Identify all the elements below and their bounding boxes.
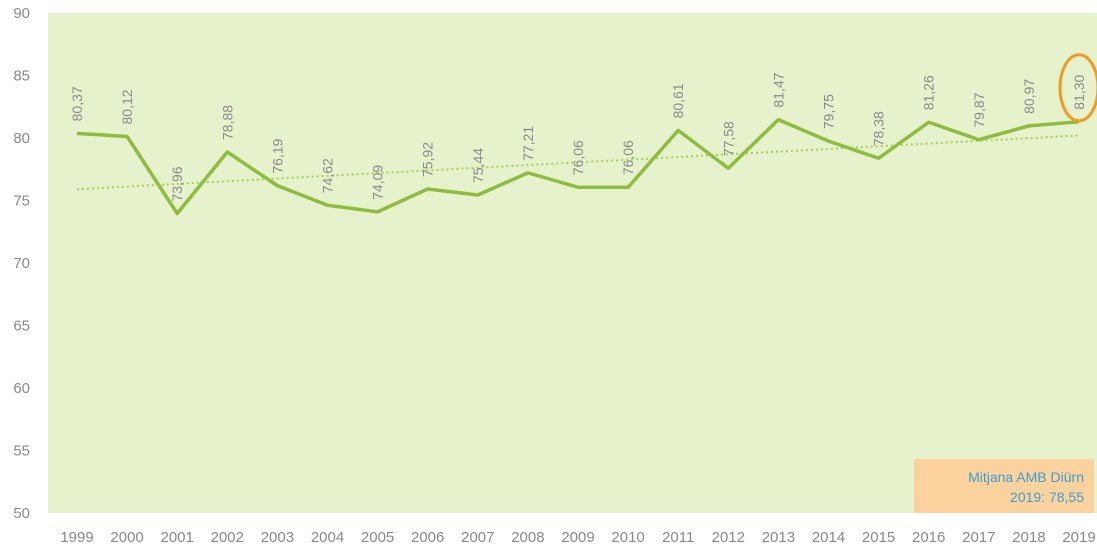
- y-tick-label: 55: [13, 443, 30, 460]
- data-label: 77,21: [520, 126, 536, 161]
- data-label: 78,38: [871, 111, 887, 146]
- data-label: 76,06: [570, 140, 586, 175]
- y-tick-label: 85: [13, 68, 30, 85]
- trendline: [76, 134, 1080, 191]
- y-tick-label: 90: [13, 5, 30, 22]
- x-tick-label: 2017: [962, 529, 995, 546]
- data-label: 80,61: [670, 83, 686, 118]
- y-axis: 50 55 60 65 70 75 80 85 90: [13, 5, 30, 522]
- data-label: 78,88: [219, 105, 235, 140]
- data-label: 79,87: [971, 92, 987, 127]
- x-tick-label: 2002: [211, 529, 244, 546]
- x-tick-label: 2018: [1012, 529, 1045, 546]
- data-label: 73,96: [169, 166, 185, 201]
- data-label: 80,97: [1021, 79, 1037, 114]
- x-tick-label: 1999: [60, 529, 93, 546]
- x-tick-label: 2004: [311, 529, 344, 546]
- data-label: 75,44: [470, 148, 486, 183]
- x-axis: 1999 2000 2001 2002 2003 2004 2005 2006 2007 2008…: [60, 529, 1095, 546]
- data-label: 76,06: [620, 140, 636, 175]
- data-label: 80,37: [69, 86, 85, 121]
- x-tick-label: 2019: [1062, 529, 1095, 546]
- y-tick-label: 80: [13, 130, 30, 147]
- x-tick-label: 2012: [712, 529, 745, 546]
- x-tick-label: 2006: [411, 529, 444, 546]
- x-tick-label: 2007: [461, 529, 494, 546]
- x-tick-label: 2005: [361, 529, 394, 546]
- data-label: 76,19: [269, 138, 285, 173]
- y-tick-label: 60: [13, 380, 30, 397]
- annotation-box: Mitjana AMB Diürn 2019: 78,55: [914, 459, 1094, 513]
- x-tick-label: 2011: [662, 529, 694, 546]
- data-label: 81,30: [1071, 75, 1087, 110]
- data-label: 74,62: [320, 158, 336, 193]
- data-label: 81,26: [921, 75, 937, 110]
- x-tick-label: 2009: [561, 529, 594, 546]
- data-label: 77,58: [720, 121, 736, 156]
- x-tick-label: 2010: [611, 529, 644, 546]
- y-tick-label: 50: [13, 505, 30, 522]
- data-label: 79,75: [821, 94, 837, 129]
- annotation-line-2: 2019: 78,55: [1010, 489, 1084, 505]
- y-tick-label: 65: [13, 318, 30, 335]
- x-tick-label: 2008: [511, 529, 544, 546]
- x-tick-label: 2001: [161, 529, 194, 546]
- highlight-circle: [1058, 53, 1097, 123]
- y-tick-label: 75: [13, 193, 30, 210]
- x-tick-label: 2013: [762, 529, 795, 546]
- data-label: 75,92: [420, 142, 436, 177]
- x-tick-label: 2000: [110, 529, 143, 546]
- x-tick-label: 2014: [812, 529, 845, 546]
- x-tick-label: 2016: [912, 529, 945, 546]
- series-line: [76, 117, 1080, 216]
- data-label: 81,47: [770, 72, 786, 107]
- x-tick-label: 2003: [261, 529, 294, 546]
- data-label: 80,12: [119, 89, 135, 124]
- x-tick-label: 2015: [862, 529, 895, 546]
- data-labels: 80,37 80,12 73,96 78,88 76,19 74,62 74,09 75,92…: [69, 72, 1087, 201]
- data-label: 74,09: [370, 165, 386, 200]
- y-tick-label: 70: [13, 255, 30, 272]
- plot-area: [48, 13, 1097, 513]
- annotation-line-1: Mitjana AMB Diürn: [968, 469, 1084, 485]
